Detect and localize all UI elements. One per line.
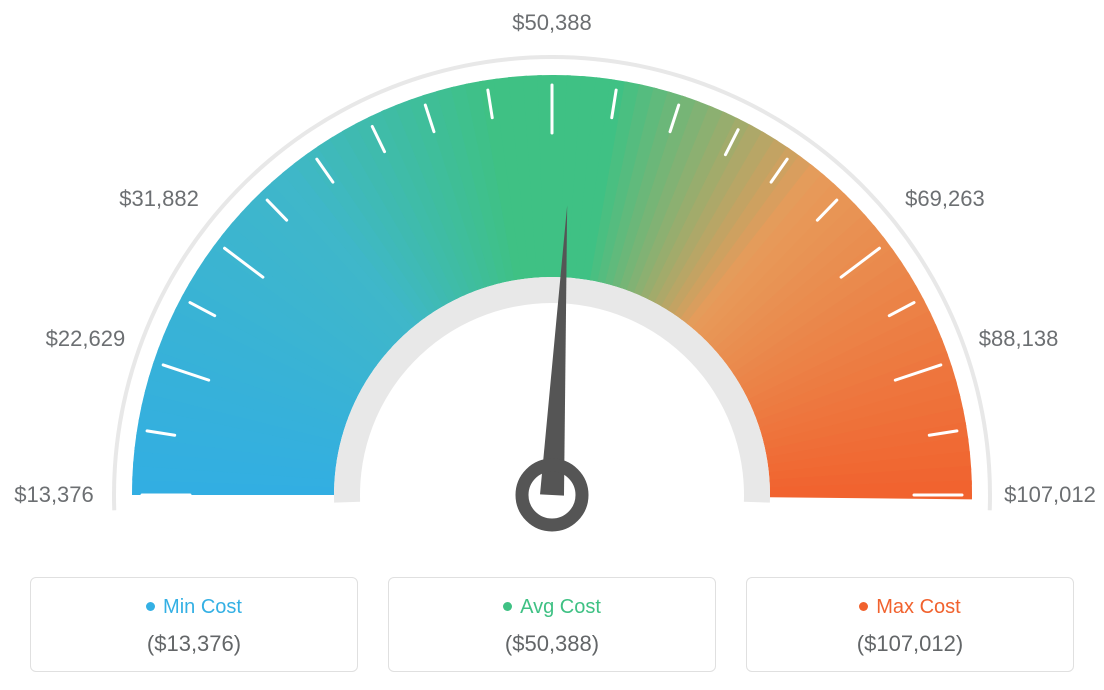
min-cost-card: Min Cost ($13,376) <box>30 577 358 672</box>
gauge-tick-label: $107,012 <box>1004 482 1096 508</box>
avg-cost-title-text: Avg Cost <box>520 596 601 618</box>
max-dot-icon <box>859 602 868 611</box>
max-cost-value: ($107,012) <box>757 631 1063 657</box>
gauge-svg <box>0 0 1104 560</box>
avg-cost-title: Avg Cost <box>399 596 705 619</box>
max-cost-card: Max Cost ($107,012) <box>746 577 1074 672</box>
avg-cost-card: Avg Cost ($50,388) <box>388 577 716 672</box>
gauge-tick-label: $50,388 <box>512 10 592 36</box>
gauge-tick-label: $22,629 <box>46 326 126 352</box>
cost-gauge-widget: $13,376 $22,629 $31,882 $50,388 $69,263 $88,1… <box>0 0 1104 690</box>
avg-dot-icon <box>503 602 512 611</box>
max-cost-title: Max Cost <box>757 596 1063 619</box>
min-cost-value: ($13,376) <box>41 631 347 657</box>
gauge-tick-label: $13,376 <box>14 482 94 508</box>
min-cost-title-text: Min Cost <box>163 596 242 618</box>
gauge-tick-label: $31,882 <box>119 186 199 212</box>
avg-cost-value: ($50,388) <box>399 631 705 657</box>
gauge-chart: $13,376 $22,629 $31,882 $50,388 $69,263 $88,1… <box>0 0 1104 560</box>
summary-cards-row: Min Cost ($13,376) Avg Cost ($50,388) Ma… <box>30 577 1074 672</box>
max-cost-title-text: Max Cost <box>876 596 960 618</box>
gauge-tick-label: $88,138 <box>979 326 1059 352</box>
gauge-tick-label: $69,263 <box>905 186 985 212</box>
min-dot-icon <box>146 602 155 611</box>
min-cost-title: Min Cost <box>41 596 347 619</box>
